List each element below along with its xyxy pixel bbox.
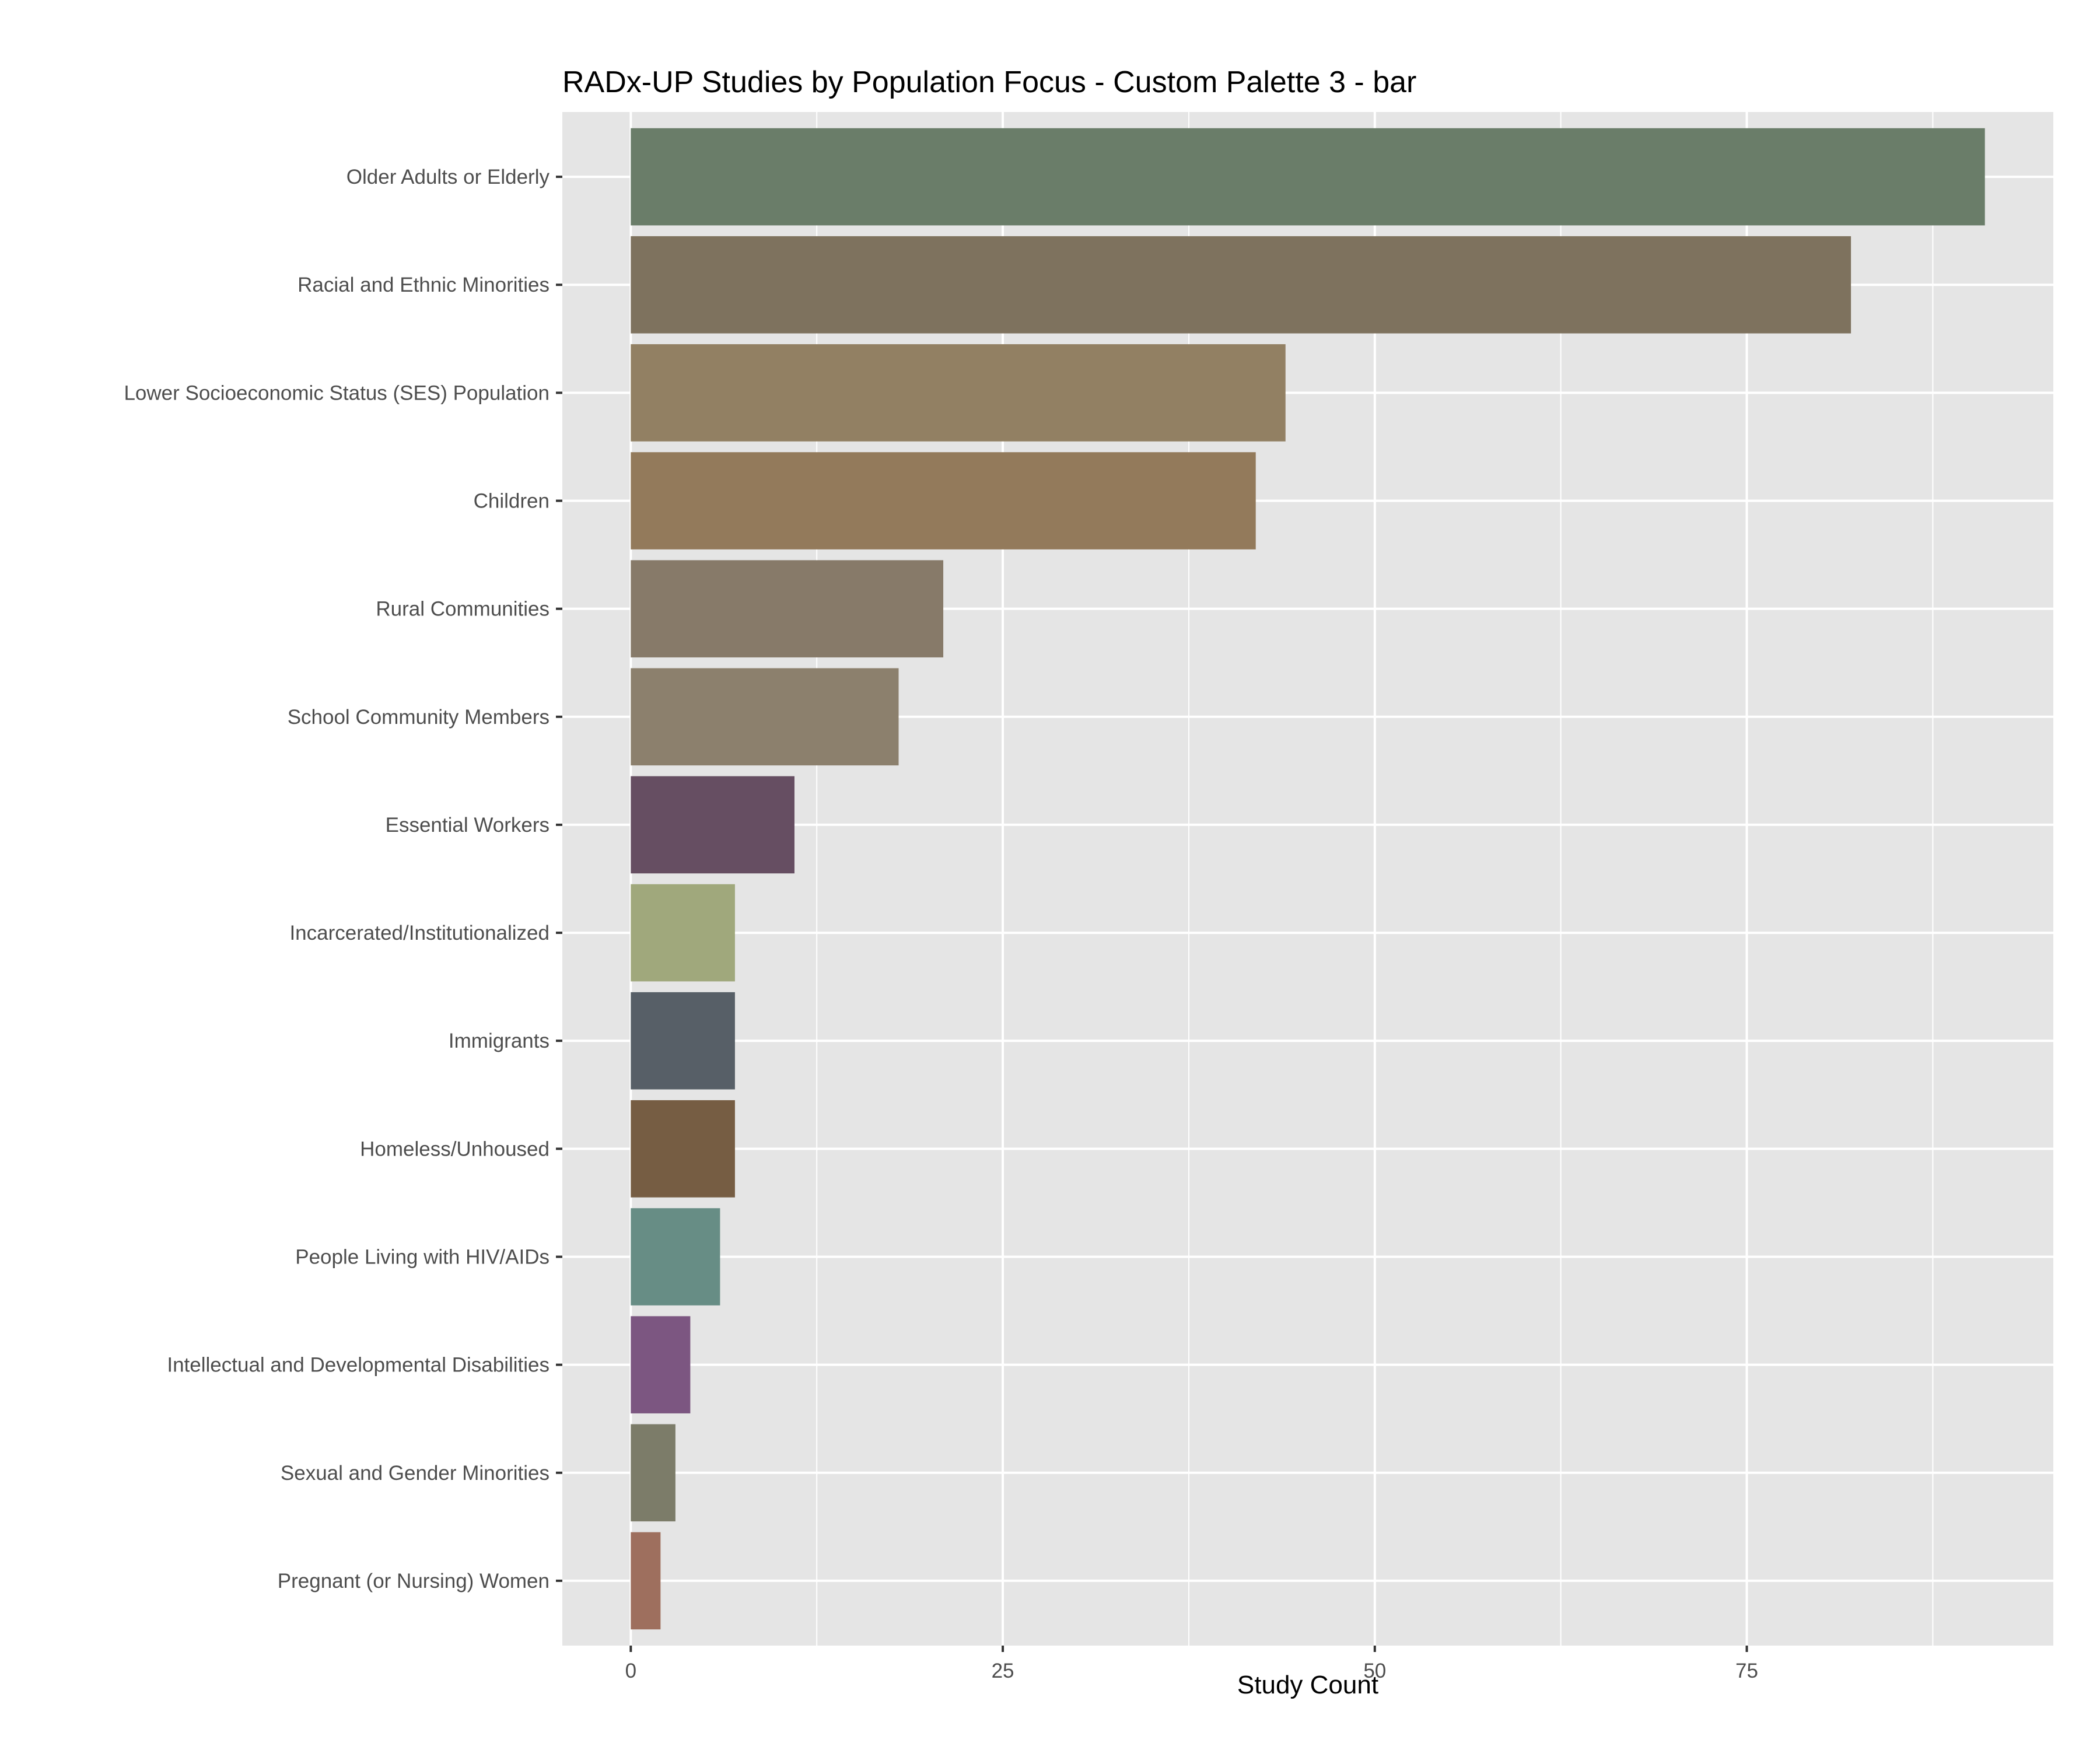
x-tick-label: 75 <box>1735 1660 1758 1682</box>
bar <box>631 128 1985 226</box>
y-tick-label: School Community Members <box>288 706 550 729</box>
y-tick-label: Pregnant (or Nursing) Women <box>278 1570 550 1592</box>
bar <box>631 668 899 766</box>
bar <box>631 1316 691 1413</box>
y-tick-label: Homeless/Unhoused <box>360 1138 550 1160</box>
y-tick-label: Rural Communities <box>376 598 550 621</box>
y-tick-label: People Living with HIV/AIDs <box>295 1245 550 1268</box>
bar <box>631 1424 676 1522</box>
y-tick-label: Incarcerated/Institutionalized <box>289 922 550 944</box>
bar <box>631 884 735 982</box>
y-tick-label: Children <box>474 490 550 513</box>
bar <box>631 1532 661 1630</box>
bar <box>631 1100 735 1198</box>
bar <box>631 1208 720 1306</box>
x-axis-title: Study Count <box>1237 1671 1378 1699</box>
x-tick-label: 50 <box>1363 1660 1386 1682</box>
chart-title: RADx-UP Studies by Population Focus - Cu… <box>562 65 1416 99</box>
y-tick-label: Immigrants <box>449 1030 550 1052</box>
bar <box>631 992 735 1090</box>
bar <box>631 344 1286 442</box>
bar <box>631 452 1256 550</box>
bar <box>631 776 794 874</box>
bar <box>631 560 944 657</box>
y-tick-label: Essential Workers <box>386 814 550 836</box>
y-tick-label: Racial and Ethnic Minorities <box>298 274 550 296</box>
bars <box>631 128 1985 1630</box>
plot-panel <box>562 112 2053 1646</box>
x-tick-label: 0 <box>625 1660 636 1682</box>
y-tick-label: Lower Socioeconomic Status (SES) Populat… <box>124 382 550 404</box>
x-axis: 0 25 50 75 <box>625 1646 1758 1682</box>
bar <box>631 236 1852 334</box>
y-tick-label: Older Adults or Elderly <box>346 166 550 188</box>
y-tick-label: Sexual and Gender Minorities <box>281 1462 550 1485</box>
y-tick-label: Intellectual and Developmental Disabilit… <box>167 1354 550 1377</box>
y-axis: Older Adults or Elderly Racial and Ethnic… <box>124 166 562 1592</box>
x-tick-label: 25 <box>992 1660 1014 1682</box>
